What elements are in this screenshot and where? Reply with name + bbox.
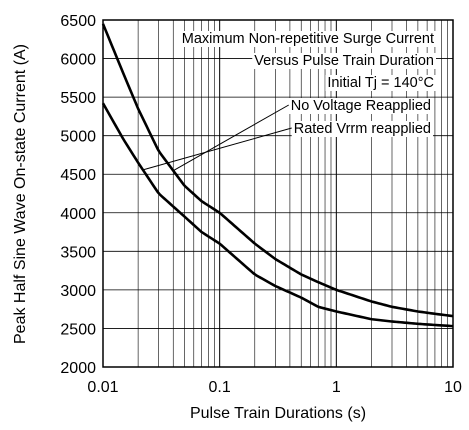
y-tick-labels: 2000 2500 3000 3500 4000 4500 5000 5500 6000 6500 [60, 13, 96, 377]
callout-rated-vrrm-reapplied-background [291, 121, 433, 137]
callout-no-voltage-reapplied-label: No Voltage Reapplied [291, 98, 431, 114]
y-tick-label: 5000 [60, 129, 96, 146]
grid [103, 20, 453, 367]
x-tick-label: 0.01 [87, 379, 118, 396]
y-tick-label: 2000 [60, 360, 96, 377]
annotation-title-line-2: Versus Pulse Train Duration [254, 53, 434, 69]
callout-no-voltage-reapplied-leader-line [172, 104, 289, 172]
series-layer [101, 23, 454, 328]
annotation-layer: Maximum Non-repetitive Surge Current Ver… [179, 31, 436, 91]
x-tick-label: 1 [332, 379, 341, 396]
plot-area-frame [102, 19, 454, 368]
x-tick-labels: 0.01 0.1 1 10 [87, 379, 462, 396]
x-axis-title: Pulse Train Durations (s) [190, 405, 366, 422]
callout-no-voltage-reapplied-background [288, 98, 433, 114]
y-tick-label: 6000 [60, 52, 96, 69]
y-tick-label: 3500 [60, 244, 96, 261]
callout-rated-vrrm-reapplied-leader-line [142, 127, 292, 171]
y-tick-label: 4000 [60, 206, 96, 223]
y-tick-label: 2500 [60, 321, 96, 338]
y-tick-label: 5500 [60, 90, 96, 107]
y-axis-title: Peak Half Sine Wave On-state Current (A) [12, 44, 29, 344]
annotation-background [325, 75, 436, 91]
callout-rated-vrrm-reapplied-label: Rated Vrrm reapplied [294, 121, 431, 137]
series-line-no-voltage-reapplied [101, 23, 454, 318]
annotation-background [252, 53, 436, 69]
series-line-rated-vrrm-reapplied [101, 102, 454, 328]
callout-labels: No Voltage Reapplied Rated Vrrm reapplied [142, 98, 433, 172]
x-tick-label: 0.1 [209, 379, 231, 396]
annotation-title-line-3: Initial Tj = 140°C [327, 75, 434, 91]
annotation-title-line-1: Maximum Non-repetitive Surge Current [182, 31, 434, 47]
x-tick-label: 10 [444, 379, 462, 396]
y-tick-label: 3000 [60, 283, 96, 300]
annotation-background [179, 31, 436, 47]
y-tick-label: 6500 [60, 13, 96, 30]
y-tick-label: 4500 [60, 167, 96, 184]
